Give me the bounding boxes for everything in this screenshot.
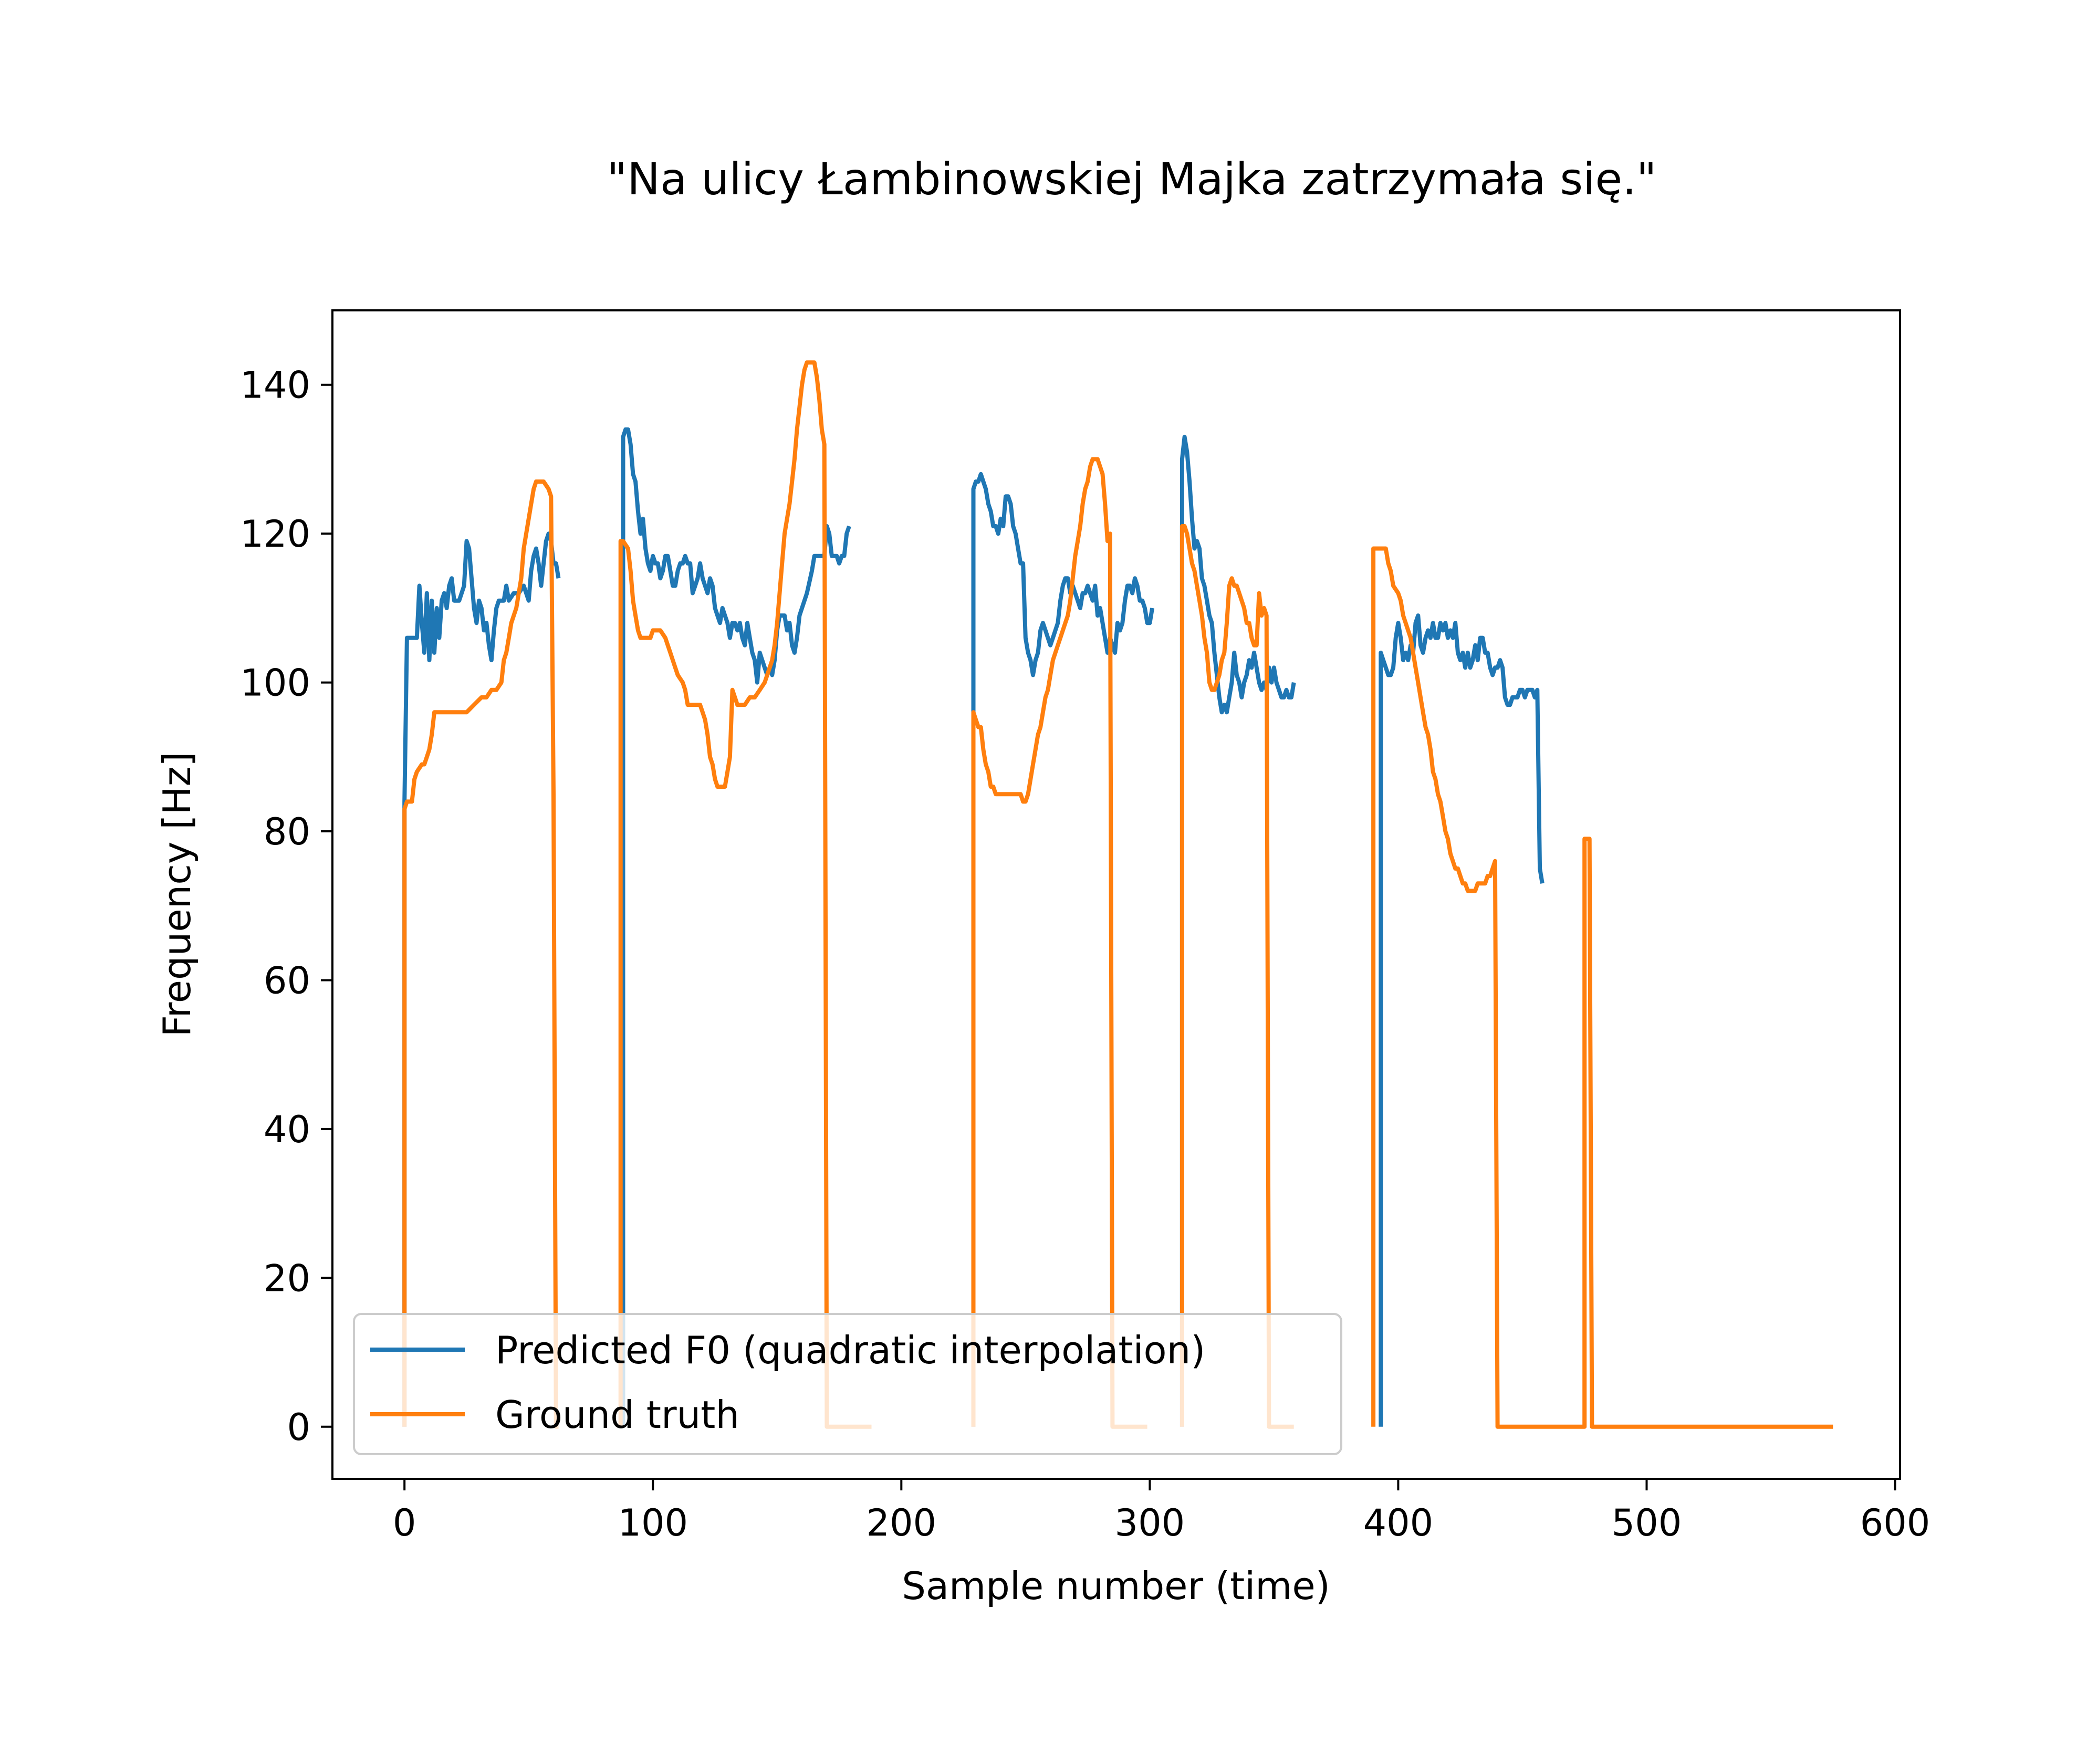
series-line-0-segment-2 [971, 472, 1155, 1427]
x-tick-label: 0 [393, 1501, 416, 1544]
x-tick-label: 300 [1115, 1501, 1185, 1544]
y-tick-label: 140 [240, 364, 310, 407]
x-tick-label: 200 [866, 1501, 936, 1544]
series-line-0-segment-0 [402, 531, 561, 1427]
series-line-1-segment-3 [1180, 524, 1294, 1429]
series-line-1-segment-4 [1371, 546, 1833, 1429]
series-line-1-segment-0 [402, 479, 559, 1429]
y-axis-label: Frequency [Hz] [155, 752, 199, 1037]
series-line-1-segment-1 [618, 360, 872, 1429]
x-tick-label: 400 [1363, 1501, 1434, 1544]
plot-area [331, 309, 1901, 1480]
x-axis-label: Sample number (time) [902, 1564, 1330, 1608]
y-tick-label: 80 [264, 810, 310, 853]
chart-title: "Na ulicy Łambinowskiej Majka zatrzymała… [607, 153, 1656, 205]
y-tick-label: 120 [240, 513, 310, 556]
y-tick-label: 100 [240, 662, 310, 705]
axes-frame [331, 309, 1901, 1480]
legend-box [353, 1313, 1342, 1455]
y-axis: 0 20 40 60 80 100 120 140 [240, 364, 332, 1449]
y-tick-label: 0 [287, 1406, 310, 1449]
y-tick-label: 60 [264, 959, 310, 1002]
x-tick-label: 500 [1612, 1501, 1682, 1544]
x-axis: 0 100 200 300 400 500 600 [393, 1479, 1930, 1544]
legend-label-ground-truth: Ground truth [495, 1393, 739, 1437]
series-line-0-segment-3 [1180, 434, 1296, 1427]
y-tick-label: 20 [264, 1257, 310, 1300]
legend-label-predicted: Predicted F0 (quadratic interpolation) [495, 1328, 1205, 1372]
x-tick-label: 100 [618, 1501, 688, 1544]
x-tick-label: 600 [1860, 1501, 1931, 1544]
legend: Predicted F0 (quadratic interpolation) G… [353, 1313, 1342, 1455]
series-line-0-segment-1 [621, 427, 851, 1427]
y-tick-label: 40 [264, 1108, 310, 1151]
series-line-1-segment-2 [971, 457, 1147, 1429]
series-line-0-segment-4 [1379, 613, 1545, 1427]
